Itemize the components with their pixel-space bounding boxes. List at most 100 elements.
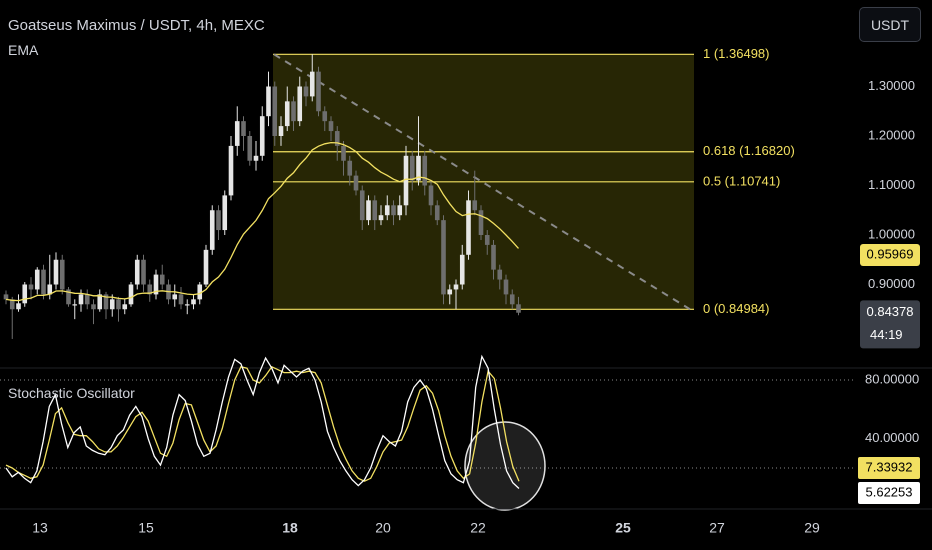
candle-body xyxy=(316,71,321,112)
candle-body xyxy=(97,294,103,310)
candle xyxy=(84,289,90,310)
candle xyxy=(109,294,115,317)
stoch-k-badge xyxy=(858,482,920,504)
candle xyxy=(259,106,265,161)
fib-level-label: 1 (1.36498) xyxy=(703,46,770,61)
candle xyxy=(322,106,328,132)
candle xyxy=(378,205,384,226)
candle-body xyxy=(91,304,96,310)
candle xyxy=(341,140,346,176)
stochastic-panel: 80.00000 40.00000 7.33932 5.62253 xyxy=(0,354,920,511)
candle xyxy=(478,205,484,240)
candle-body xyxy=(147,284,153,295)
last-price-badge xyxy=(860,300,920,349)
candle xyxy=(28,277,34,300)
candle xyxy=(466,190,471,260)
oscillator-tick-label: 80.00000 xyxy=(865,371,919,386)
candle-body xyxy=(309,71,315,97)
candle-body xyxy=(428,185,434,206)
candle-body xyxy=(16,303,21,310)
candle xyxy=(116,296,121,322)
indicator-label: EMA xyxy=(8,42,39,58)
oscillator-title: Stochastic Oscillator xyxy=(8,385,135,401)
candle xyxy=(366,195,371,226)
candle xyxy=(516,296,521,316)
fibonacci-retracement[interactable]: 1 (1.36498) 0.618 (1.16820) 0.5 (1.10741) 0… xyxy=(273,46,795,316)
candle-body xyxy=(222,195,228,231)
time-tick-label: 13 xyxy=(32,520,48,536)
candle-body xyxy=(297,86,303,122)
candle-body xyxy=(359,190,365,221)
candle-body xyxy=(103,294,109,310)
candle-body xyxy=(47,284,53,295)
candle-body xyxy=(109,299,115,310)
candle-body xyxy=(209,210,215,250)
candle-body xyxy=(384,205,390,216)
candle xyxy=(372,195,378,231)
time-tick-label: 18 xyxy=(282,520,298,536)
candle xyxy=(384,195,390,221)
candle xyxy=(409,150,415,191)
candle xyxy=(353,170,359,196)
candle xyxy=(228,136,234,201)
candle-body xyxy=(278,126,284,136)
candle xyxy=(497,264,503,290)
candle xyxy=(16,294,21,312)
candle xyxy=(291,96,296,132)
fib-level-label: 0.618 (1.16820) xyxy=(703,143,795,158)
candle-body xyxy=(291,101,296,122)
candle xyxy=(441,215,446,305)
candle xyxy=(509,289,515,310)
candle-body xyxy=(409,155,415,181)
candle-body xyxy=(347,160,353,176)
candle-body xyxy=(484,235,490,245)
candle-body xyxy=(334,131,340,146)
time-tick-label: 20 xyxy=(375,520,391,536)
currency-button[interactable]: USDT xyxy=(859,7,921,42)
candle-body xyxy=(403,155,409,206)
candle xyxy=(134,254,140,290)
dashed-trendline[interactable] xyxy=(273,53,695,313)
candle xyxy=(491,239,496,280)
candle-body xyxy=(172,294,178,300)
candle xyxy=(72,299,78,320)
price-tick-label: 1.10000 xyxy=(868,177,915,192)
time-axis: 13 15 18 20 22 25 27 29 xyxy=(0,508,932,536)
price-axis: 1.30000 1.20000 1.10000 1.00000 0.90000 0.959… xyxy=(0,78,932,369)
candle-body xyxy=(122,304,128,310)
candle-body xyxy=(241,121,246,136)
candle-body xyxy=(491,244,496,270)
candle xyxy=(416,116,421,186)
candle-body xyxy=(497,269,503,280)
candle xyxy=(428,180,434,216)
stoch-k-line xyxy=(5,354,520,489)
candle-body xyxy=(41,269,46,295)
price-tick-label: 0.90000 xyxy=(868,276,915,291)
candle-body xyxy=(478,210,484,235)
candle xyxy=(266,71,271,127)
candle-body xyxy=(197,284,203,300)
candle xyxy=(209,205,215,255)
trendline[interactable] xyxy=(273,53,695,313)
candle xyxy=(278,116,284,146)
fib-level-label: 0 (0.84984) xyxy=(703,301,770,316)
candle-body xyxy=(178,294,184,305)
candle xyxy=(309,54,315,102)
candle xyxy=(453,279,459,310)
stoch-d-value: 7.33932 xyxy=(866,459,913,474)
stoch-d-line xyxy=(5,365,520,482)
candle-body xyxy=(128,284,134,305)
candle xyxy=(234,106,240,156)
candle xyxy=(459,244,465,290)
candle-body xyxy=(472,200,478,211)
candle xyxy=(97,289,103,312)
candle-body xyxy=(3,294,9,300)
ema-price-label: 0.95969 xyxy=(867,246,914,261)
candle xyxy=(328,116,334,141)
candle-body xyxy=(28,284,34,290)
candle xyxy=(9,296,15,339)
candle-body xyxy=(59,259,65,290)
candle-body xyxy=(153,274,159,295)
candle-body xyxy=(247,136,253,161)
